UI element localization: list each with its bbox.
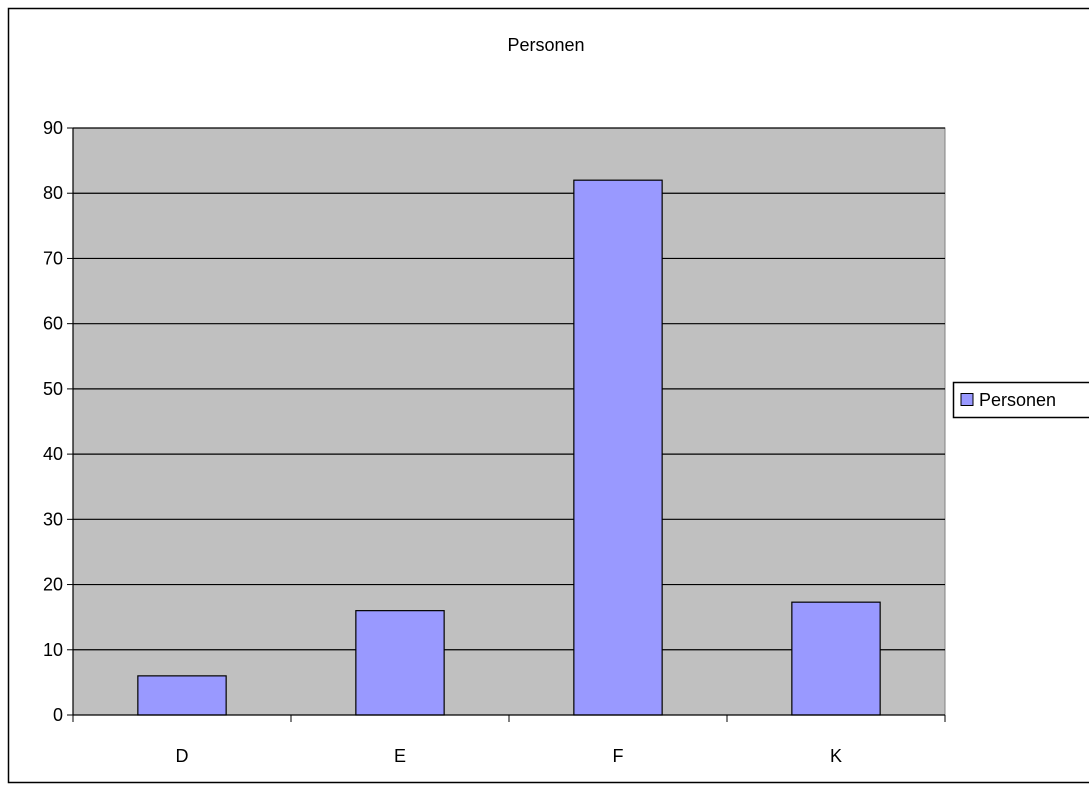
y-tick-label: 80 — [43, 183, 63, 203]
bar-K — [792, 602, 880, 715]
y-tick-label: 50 — [43, 379, 63, 399]
x-tick-label: E — [394, 746, 406, 766]
y-tick-label: 0 — [53, 705, 63, 725]
legend-label: Personen — [979, 390, 1056, 410]
legend: Personen — [954, 383, 1089, 418]
y-tick-label: 40 — [43, 444, 63, 464]
bar-F — [574, 180, 662, 715]
y-tick-label: 10 — [43, 640, 63, 660]
bar-D — [138, 676, 226, 715]
x-tick-label: F — [613, 746, 624, 766]
x-tick-label: K — [830, 746, 842, 766]
y-tick-label: 70 — [43, 248, 63, 268]
legend-swatch — [961, 394, 973, 406]
y-tick-label: 20 — [43, 575, 63, 595]
y-tick-label: 90 — [43, 118, 63, 138]
bar-E — [356, 611, 444, 715]
chart-title: Personen — [507, 35, 584, 55]
y-tick-label: 30 — [43, 509, 63, 529]
x-tick-label: D — [176, 746, 189, 766]
y-tick-label: 60 — [43, 314, 63, 334]
